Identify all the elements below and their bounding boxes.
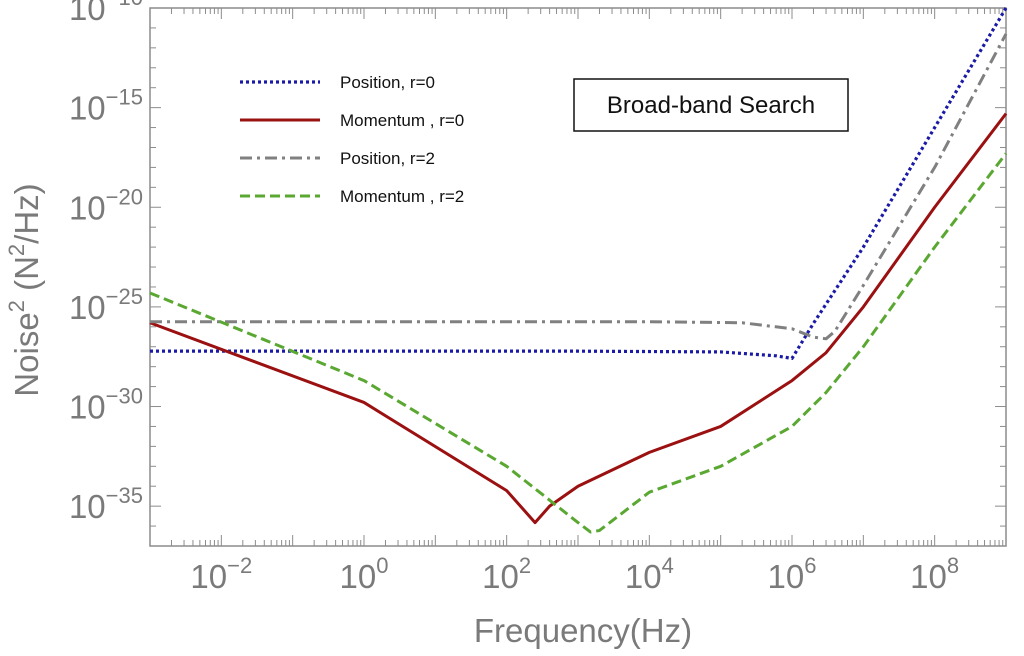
series-line-4 bbox=[149, 152, 1008, 534]
y-tick-label: 10−10 bbox=[69, 0, 143, 27]
x-tick-label: 108 bbox=[910, 553, 959, 595]
x-tick-label: 104 bbox=[625, 553, 674, 595]
y-axis-title-base: Noise bbox=[8, 312, 45, 396]
y-tick-label: 10−15 bbox=[69, 85, 143, 127]
y-tick-label: 10−35 bbox=[69, 483, 143, 525]
annotation-box: Broad-band Search bbox=[573, 78, 849, 132]
series-lines bbox=[149, 7, 1008, 534]
y-axis-title-sup: 2 bbox=[4, 300, 29, 312]
series-line-2 bbox=[149, 112, 1008, 525]
annotation-text: Broad-band Search bbox=[607, 92, 815, 119]
legend-label-1: Position, r=0 bbox=[340, 73, 435, 92]
minor-ticks bbox=[149, 7, 1006, 547]
legend: Position, r=0 Momentum , r=0 Position, r=2… bbox=[240, 73, 464, 206]
legend-label-2: Momentum , r=0 bbox=[340, 111, 464, 130]
y-axis-title: Noise2 (N2/Hz) bbox=[4, 183, 45, 396]
x-tick-label: 10−2 bbox=[190, 553, 252, 595]
legend-label-4: Momentum , r=2 bbox=[340, 187, 464, 206]
y-tick-label: 10−25 bbox=[69, 284, 143, 326]
y-axis-title-rest: (N bbox=[8, 256, 45, 300]
legend-label-3: Position, r=2 bbox=[340, 149, 435, 168]
x-tick-label: 106 bbox=[768, 553, 817, 595]
y-axis-title-sup2: 2 bbox=[4, 244, 29, 256]
x-tick-labels: 10−2 100 102 104 106 108 bbox=[190, 553, 959, 595]
y-axis-title-rest2: /Hz) bbox=[8, 183, 45, 244]
y-tick-label: 10−20 bbox=[69, 184, 143, 226]
x-tick-label: 100 bbox=[340, 553, 389, 595]
y-tick-labels: 10−10 10−15 10−20 10−25 10−30 10−35 bbox=[69, 0, 143, 525]
annotation-frame bbox=[573, 78, 849, 132]
series-line-1 bbox=[150, 7, 1008, 360]
y-tick-label: 10−30 bbox=[69, 384, 143, 426]
x-tick-label: 102 bbox=[482, 553, 531, 595]
x-axis-title: Frequency(Hz) bbox=[474, 612, 692, 649]
